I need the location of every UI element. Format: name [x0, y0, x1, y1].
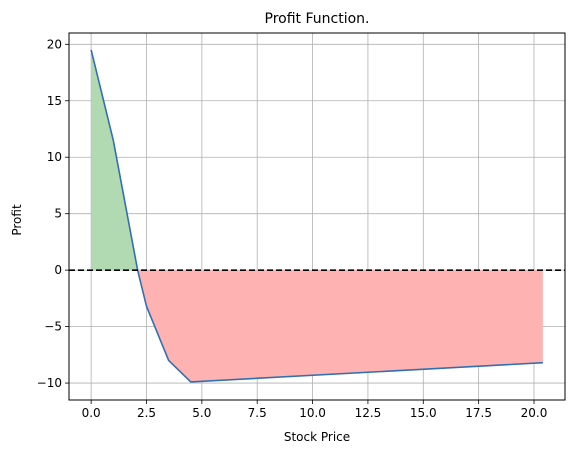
- x-tick-label: 7.5: [248, 406, 267, 420]
- plot-frame: [68, 32, 566, 401]
- series-lines: [90, 49, 543, 383]
- y-tick-label: −5: [44, 320, 62, 334]
- y-tick-label: −10: [37, 376, 62, 390]
- y-tick-label: 10: [47, 150, 62, 164]
- y-tick-label: 20: [47, 37, 62, 51]
- y-tick-label: 15: [47, 94, 62, 108]
- x-tick-label: 2.5: [137, 406, 156, 420]
- x-tick-label: 0.0: [82, 406, 101, 420]
- x-tick-label: 5.0: [192, 406, 211, 420]
- chart-title: Profit Function.: [265, 11, 370, 27]
- loss-fill: [137, 270, 543, 382]
- y-tick-label: 0: [54, 263, 62, 277]
- x-tick-label: 17.5: [465, 406, 492, 420]
- x-axis-label: Stock Price: [284, 430, 350, 444]
- y-axis-ticks: −10 −5 0 5 10 15 20: [37, 37, 69, 390]
- x-tick-label: 10.0: [299, 406, 326, 420]
- profit-fill: [91, 49, 138, 271]
- x-tick-label: 15.0: [410, 406, 437, 420]
- y-axis-label: Profit: [10, 204, 24, 236]
- profit-line: [90, 49, 543, 383]
- y-tick-label: 5: [54, 207, 62, 221]
- x-axis-ticks: 0.0 2.5 5.0 7.5 10.0 12.5 15.0 17.5 20.0: [82, 400, 548, 420]
- x-tick-label: 12.5: [355, 406, 382, 420]
- profit-fill-areas: [91, 49, 543, 382]
- x-tick-label: 20.0: [521, 406, 548, 420]
